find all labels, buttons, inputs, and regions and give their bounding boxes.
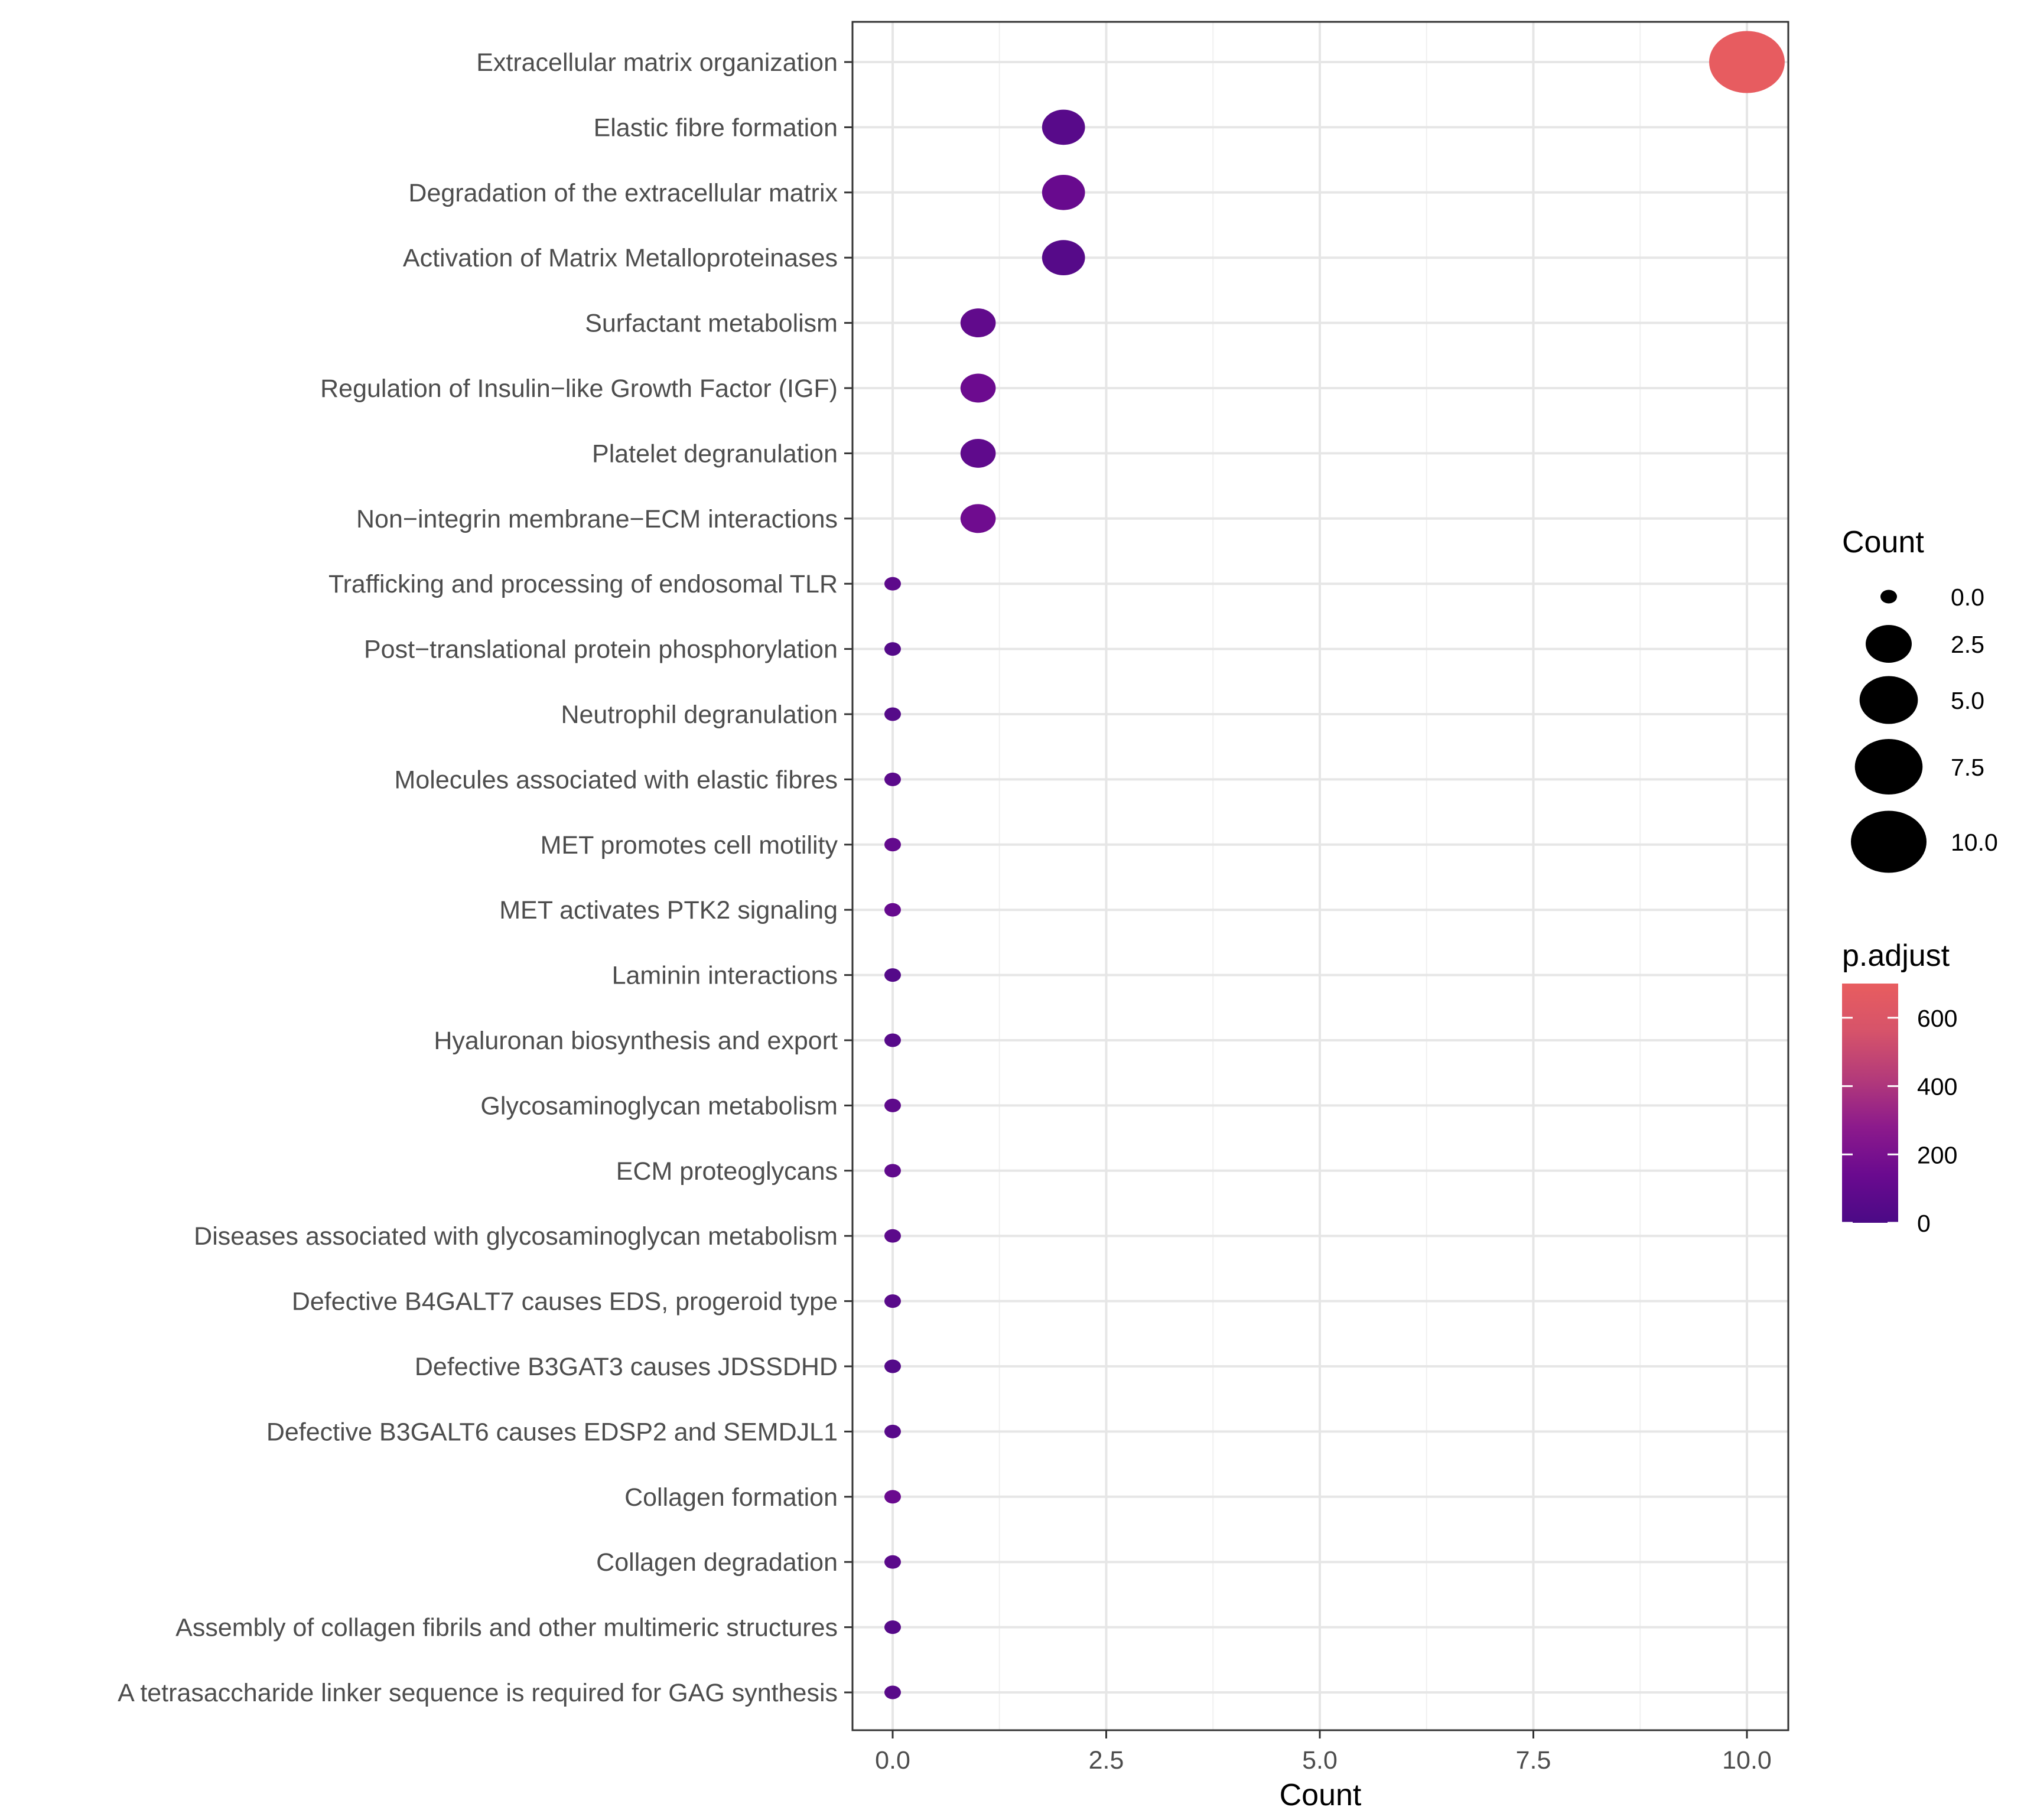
y-axis-tick-label: Glycosaminoglycan metabolism: [480, 1092, 838, 1120]
y-axis-tick-label: Extracellular matrix organization: [476, 48, 838, 77]
size-legend-label: 2.5: [1951, 631, 1984, 658]
y-axis-tick-label: Neutrophil degranulation: [561, 701, 838, 729]
x-axis-title: Count: [1280, 1778, 1362, 1812]
data-point: [960, 438, 996, 468]
x-axis-tick-label: 10.0: [1722, 1746, 1772, 1775]
y-axis-tick-label: Hyaluronan biosynthesis and export: [434, 1027, 838, 1055]
y-axis-tick-label: Collagen degradation: [596, 1548, 838, 1577]
y-axis-tick-label: Elastic fibre formation: [594, 113, 838, 142]
size-legend-label: 10.0: [1951, 829, 1998, 856]
plot-panel: [851, 21, 1789, 1731]
data-point: [884, 1098, 901, 1112]
data-point: [960, 504, 996, 533]
data-point: [884, 968, 901, 982]
y-axis-tick-label: Regulation of Insulin−like Growth Factor…: [320, 375, 838, 403]
data-point: [960, 308, 996, 338]
size-legend-title: Count: [1842, 525, 1924, 559]
minor-gridlines: [998, 22, 1641, 1730]
size-legend-label: 7.5: [1951, 754, 1984, 781]
color-legend: p.adjust 0 200 400 600: [1842, 939, 1957, 1237]
color-legend-label: 400: [1917, 1073, 1957, 1101]
y-axis-tick-label: Diseases associated with glycosaminoglyc…: [194, 1222, 838, 1251]
y-axis-tick-label: ECM proteoglycans: [616, 1157, 838, 1186]
data-point: [884, 1033, 901, 1047]
data-point: [884, 838, 901, 852]
color-legend-label: 0: [1917, 1210, 1931, 1237]
y-axis-tick-label: Defective B4GALT7 causes EDS, progeroid …: [292, 1288, 838, 1316]
x-axis: 0.0 2.5 5.0 7.5 10.0: [875, 1730, 1772, 1775]
y-axis-tick-label: Assembly of collagen fibrils and other m…: [175, 1614, 838, 1642]
y-axis-tick-label: Laminin interactions: [612, 962, 838, 990]
y-axis-tick-label: Defective B3GALT6 causes EDSP2 and SEMDJ…: [266, 1418, 838, 1446]
data-point: [1042, 174, 1085, 210]
y-axis-tick-label: MET promotes cell motility: [541, 831, 838, 859]
color-bar: [1842, 984, 1898, 1223]
y-axis-tick-label: Molecules associated with elastic fibres: [395, 766, 838, 794]
data-point: [884, 1294, 901, 1308]
size-legend-key: [1854, 739, 1923, 795]
data-point: [884, 1359, 901, 1373]
y-axis-tick-label: Activation of Matrix Metalloproteinases: [403, 244, 838, 272]
data-point: [884, 707, 901, 721]
y-axis-tick-label: Defective B3GAT3 causes JDSSDHD: [415, 1353, 838, 1381]
data-point: [884, 642, 901, 656]
data-point: [884, 772, 901, 786]
color-legend-label: 200: [1917, 1141, 1957, 1168]
size-legend-key: [1859, 676, 1918, 724]
data-point: [960, 373, 996, 403]
y-axis-tick-label: MET activates PTK2 signaling: [499, 896, 838, 924]
data-point: [884, 577, 901, 591]
y-axis: Extracellular matrix organization Elastic…: [118, 48, 852, 1707]
data-point: [884, 903, 901, 917]
y-axis-tick-label: Trafficking and processing of endosomal …: [328, 570, 838, 598]
y-axis-tick-label: Non−integrin membrane−ECM interactions: [356, 505, 838, 533]
data-point: [884, 1229, 901, 1243]
y-axis-tick-label: Collagen formation: [624, 1483, 838, 1512]
size-legend-label: 0.0: [1951, 584, 1984, 611]
data-point: [884, 1620, 901, 1635]
data-point: [884, 1685, 901, 1699]
size-legend-key: [1880, 590, 1897, 604]
x-axis-tick-label: 2.5: [1089, 1746, 1124, 1775]
size-legend-key: [1851, 810, 1927, 873]
data-point: [1042, 240, 1085, 276]
data-point: [1709, 31, 1785, 93]
data-points: [884, 31, 1785, 1699]
data-point: [884, 1424, 901, 1438]
data-point: [884, 1555, 901, 1569]
y-axis-tick-label: Platelet degranulation: [592, 439, 838, 468]
x-axis-tick-label: 7.5: [1516, 1746, 1551, 1775]
x-axis-tick-label: 0.0: [875, 1746, 910, 1775]
y-axis-tick-label: Post−translational protein phosphorylati…: [364, 636, 838, 664]
data-point: [1042, 109, 1085, 145]
y-axis-tick-label: Surfactant metabolism: [585, 310, 838, 338]
color-legend-label: 600: [1917, 1005, 1957, 1032]
y-axis-tick-label: A tetrasaccharide linker sequence is req…: [118, 1679, 838, 1707]
size-legend-key: [1866, 625, 1912, 663]
data-point: [884, 1490, 901, 1504]
color-legend-title: p.adjust: [1842, 939, 1950, 973]
major-gridlines: [852, 22, 1788, 1730]
y-axis-tick-label: Degradation of the extracellular matrix: [408, 179, 838, 207]
size-legend: Count 0.0 2.5 5.0 7.5 10.0: [1842, 525, 1998, 873]
x-axis-tick-label: 5.0: [1302, 1746, 1338, 1775]
data-point: [884, 1164, 901, 1178]
size-legend-label: 5.0: [1951, 687, 1984, 714]
